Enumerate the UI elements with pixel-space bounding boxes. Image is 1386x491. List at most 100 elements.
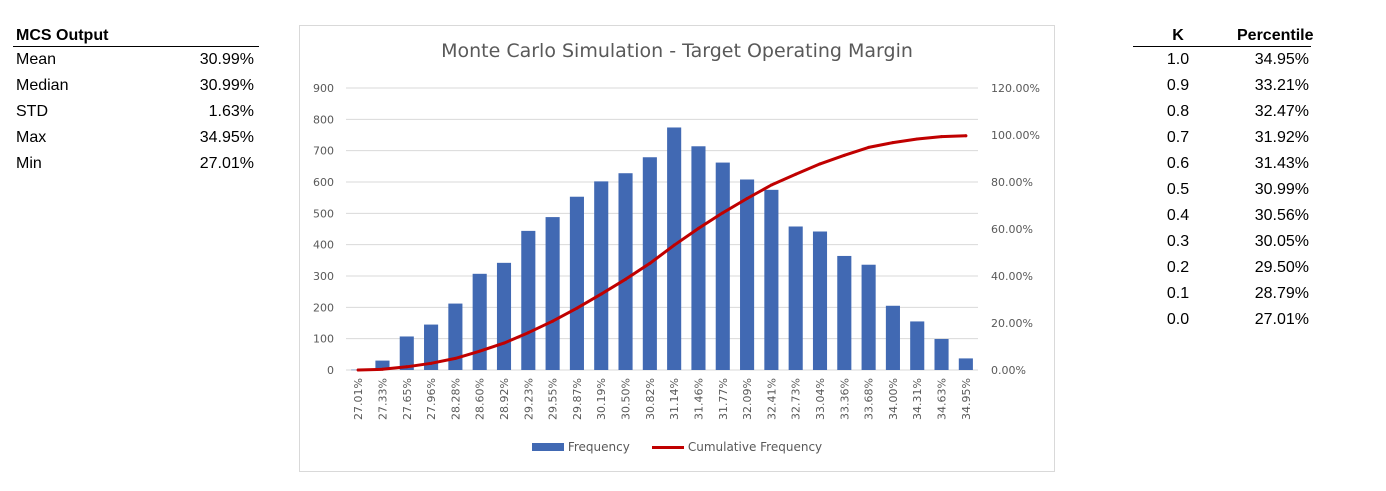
x-tick-label: 30.19% [595, 378, 608, 420]
mcs-output-table: MCS Output Mean 30.99% Median 30.99% STD 1.63… [13, 26, 259, 177]
percentile-value: 31.43% [1254, 155, 1309, 172]
bar [667, 127, 682, 370]
percentile-value: 27.01% [1254, 311, 1309, 328]
x-tick-label: 31.77% [717, 378, 730, 420]
x-tick-label: 32.09% [741, 378, 754, 420]
percentile-table: K Percentile 1.0 34.95% 0.9 33.21% 0.8 32.47%… [1133, 26, 1313, 333]
chart-title: Monte Carlo Simulation - Target Operatin… [441, 40, 913, 62]
mcs-row-value: 1.63% [208, 103, 254, 120]
percentile-row: 0.6 31.43% [1133, 151, 1311, 177]
k-value: 0.1 [1166, 285, 1190, 302]
x-tick-label: 28.60% [474, 378, 487, 420]
y2-tick-label: 100.00% [991, 129, 1040, 142]
percentile-value: 31.92% [1254, 129, 1309, 146]
y2-tick-label: 20.00% [991, 317, 1033, 330]
cumulative-point [551, 319, 555, 323]
percentile-row: 0.9 33.21% [1133, 73, 1311, 99]
cumulative-point [696, 226, 700, 230]
percentile-header: K Percentile [1133, 26, 1313, 47]
cumulative-point [648, 261, 652, 265]
mcs-row-value: 27.01% [199, 155, 254, 172]
x-tick-label: 34.63% [936, 378, 949, 420]
bar [740, 179, 755, 370]
cumulative-point [867, 145, 871, 149]
y-tick-label: 0 [327, 364, 334, 377]
x-tick-label: 33.04% [814, 378, 827, 420]
cumulative-point [915, 137, 919, 141]
x-tick-label: 33.68% [863, 378, 876, 420]
percentile-value: 28.79% [1254, 285, 1309, 302]
percentile-value: 30.56% [1254, 207, 1309, 224]
cumulative-point [599, 292, 603, 296]
percentile-value: 33.21% [1254, 77, 1309, 94]
k-value: 0.8 [1166, 103, 1190, 120]
x-tick-label: 34.95% [960, 378, 973, 420]
cumulative-point [940, 135, 944, 139]
bar [618, 173, 633, 370]
y-tick-label: 300 [313, 270, 334, 283]
k-value: 0.2 [1166, 259, 1190, 276]
k-value: 0.4 [1166, 207, 1190, 224]
percentile-row: 0.3 30.05% [1133, 229, 1311, 255]
bar [715, 162, 730, 370]
k-value: 0.7 [1166, 129, 1190, 146]
bar [521, 230, 536, 370]
x-tick-label: 32.41% [765, 378, 778, 420]
cumulative-point [429, 361, 433, 365]
mcs-row: Max 34.95% [13, 125, 259, 151]
y-tick-label: 700 [313, 145, 334, 158]
cumulative-point [842, 153, 846, 157]
bar [934, 338, 949, 370]
bar [448, 303, 463, 370]
mcs-row-label: STD [16, 103, 48, 120]
x-tick-label: 28.92% [498, 378, 511, 420]
chart-legend: Frequency Cumulative Frequency [300, 440, 1054, 454]
cumulative-point [624, 277, 628, 281]
k-value: 0.5 [1166, 181, 1190, 198]
chart-container[interactable]: 0 100 200 300 400 500 600 700 800 900 0.00% 20.00% 4… [299, 25, 1055, 472]
cumulative-point [453, 356, 457, 360]
y2-tick-label: 0.00% [991, 364, 1026, 377]
chart-plot: 0 100 200 300 400 500 600 700 800 900 0.00% 20.00% 4… [313, 82, 1040, 420]
x-tick-label: 27.01% [352, 378, 365, 420]
legend-swatch-bar [531, 443, 564, 451]
k-value: 0.9 [1166, 77, 1190, 94]
y-tick-label: 500 [313, 207, 334, 220]
cumulative-point [891, 141, 895, 145]
bar [958, 358, 973, 370]
mcs-row-label: Mean [16, 51, 57, 68]
cumulative-point [502, 341, 506, 345]
legend-item-frequency: Frequency [531, 440, 630, 454]
percentile-value: 32.47% [1254, 103, 1309, 120]
percentile-row: 0.4 30.56% [1133, 203, 1311, 229]
x-tick-label: 28.28% [449, 378, 462, 420]
percentile-row: 0.5 30.99% [1133, 177, 1311, 203]
legend-label-frequency: Frequency [567, 440, 630, 454]
bar [788, 226, 803, 370]
x-tick-label: 31.46% [692, 378, 705, 420]
y-tick-label: 100 [313, 333, 334, 346]
mcs-row: Median 30.99% [13, 73, 259, 99]
bar [424, 324, 439, 370]
percentile-row: 0.8 32.47% [1133, 99, 1311, 125]
percentile-row: 0.7 31.92% [1133, 125, 1311, 151]
bar [545, 217, 560, 370]
y2-tick-label: 40.00% [991, 270, 1033, 283]
percentile-row: 0.2 29.50% [1133, 255, 1311, 281]
x-tick-label: 30.82% [644, 378, 657, 420]
y-tick-label: 200 [313, 301, 334, 314]
x-tick-label: 27.96% [425, 378, 438, 420]
legend-item-cumulative: Cumulative Frequency [651, 440, 822, 454]
cumulative-point [964, 134, 968, 138]
k-value: 1.0 [1166, 51, 1190, 68]
x-tick-label: 29.23% [522, 378, 535, 420]
percentile-value: 29.50% [1254, 259, 1309, 276]
mcs-row-value: 30.99% [199, 77, 254, 94]
percentile-value: 34.95% [1254, 51, 1309, 68]
x-tick-label: 29.55% [547, 378, 560, 420]
y2-tick-label: 120.00% [991, 82, 1040, 95]
mcs-row: Min 27.01% [13, 151, 259, 177]
x-tick-label: 29.87% [571, 378, 584, 420]
y-tick-label: 400 [313, 239, 334, 252]
y2-tick-label: 80.00% [991, 176, 1033, 189]
